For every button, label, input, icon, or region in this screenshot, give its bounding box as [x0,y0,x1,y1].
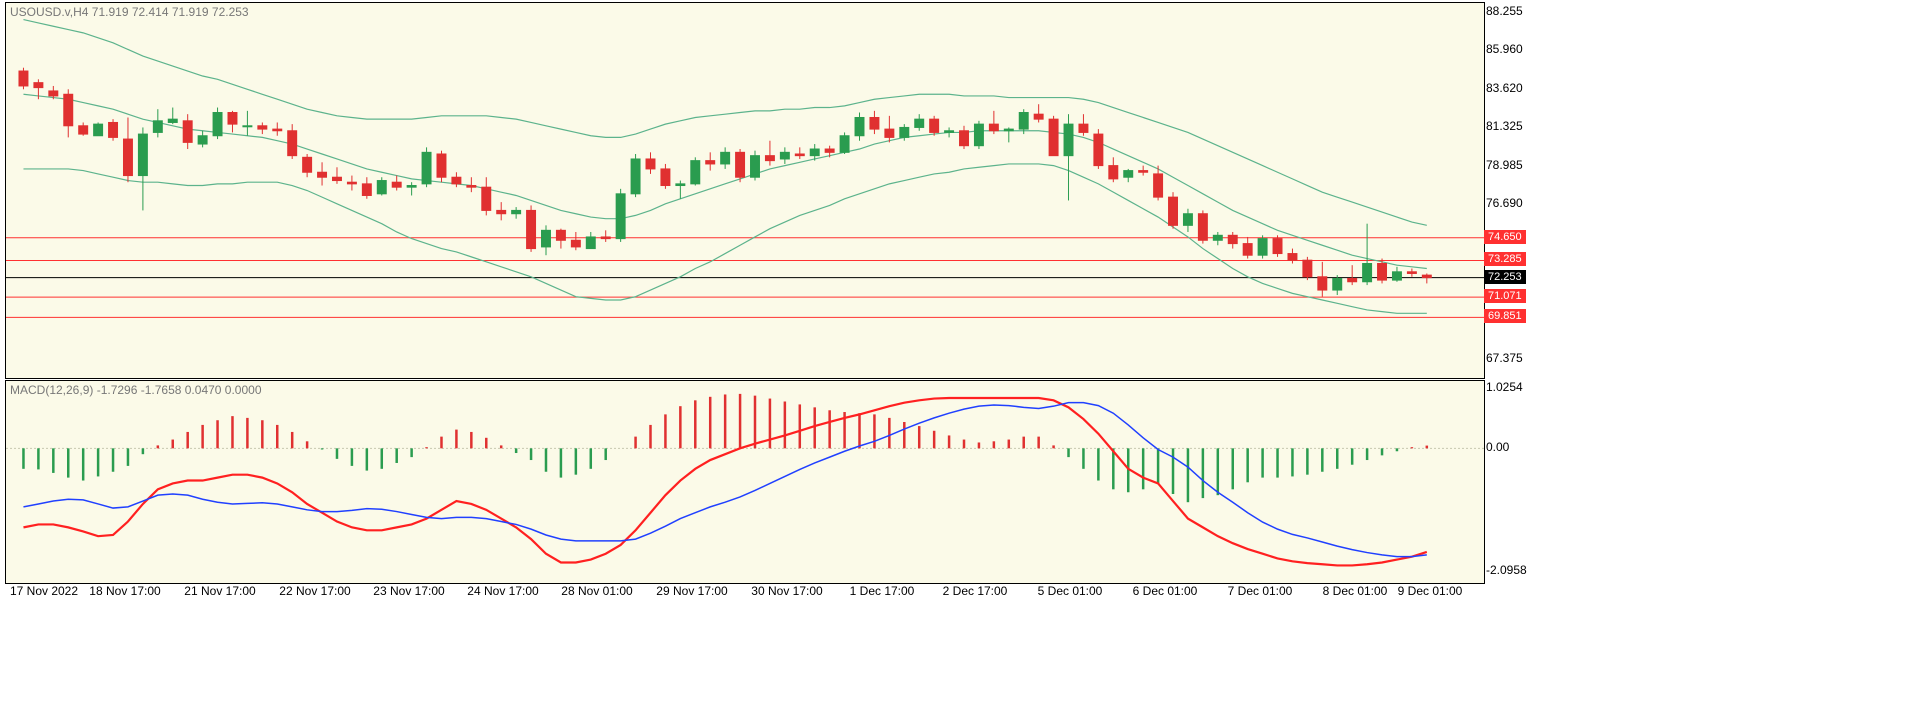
macd-chart [6,381,1484,583]
macd-yaxis: 1.02540.00-2.0958 [1484,380,1536,582]
x-axis: 17 Nov 202218 Nov 17:0021 Nov 17:0022 No… [5,584,1483,600]
price-yaxis: 88.25585.96083.62081.32578.98576.69074.6… [1484,2,1536,377]
macd-title: MACD(12,26,9) -1.7296 -1.7658 0.0470 0.0… [10,383,262,397]
price-panel[interactable]: USOUSD.v,H4 71.919 72.414 71.919 72.253 [5,2,1485,379]
price-chart [6,3,1484,378]
macd-panel[interactable]: MACD(12,26,9) -1.7296 -1.7658 0.0470 0.0… [5,380,1485,584]
price-title: USOUSD.v,H4 71.919 72.414 71.919 72.253 [10,5,249,19]
